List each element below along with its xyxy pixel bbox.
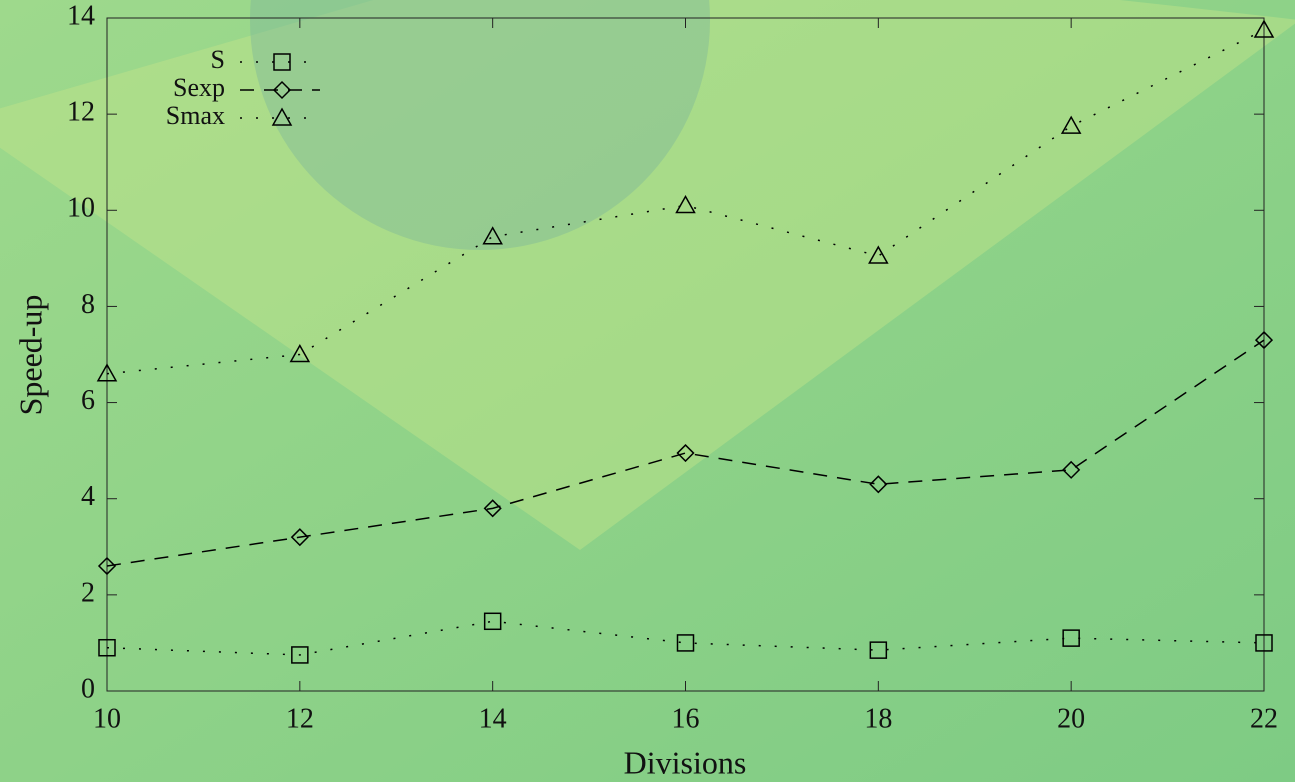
x-axis-title: Divisions [624,744,747,780]
y-tick-label: 14 [67,0,95,31]
x-tick-label: 12 [286,703,314,734]
legend-label: Sexp [173,73,225,102]
x-tick-label: 18 [864,703,892,734]
y-tick-label: 12 [67,97,95,128]
x-tick-label: 20 [1057,703,1085,734]
y-tick-label: 10 [67,193,95,224]
y-tick-label: 4 [81,481,95,512]
x-tick-label: 10 [93,703,121,734]
legend-label: S [211,45,225,74]
x-tick-label: 14 [479,703,507,734]
y-tick-label: 6 [81,385,95,416]
y-axis-title: Speed-up [12,295,48,416]
x-tick-label: 16 [672,703,700,734]
y-tick-label: 8 [81,289,95,320]
legend-label: Smax [166,101,225,130]
chart: Divisions Speed-up 0 2 4 6 8 10 12 14 10 12 14 16 18… [0,0,1295,782]
y-tick-label: 0 [81,673,95,704]
x-tick-label: 22 [1250,703,1278,734]
y-tick-label: 2 [81,577,95,608]
